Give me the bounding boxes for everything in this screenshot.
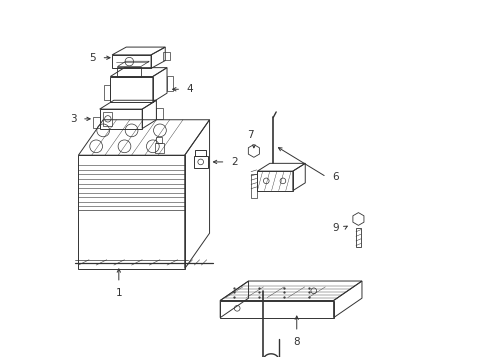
Bar	[99, 109, 142, 129]
Bar	[93, 117, 99, 127]
Bar	[257, 171, 293, 191]
Bar	[251, 174, 257, 198]
Text: 7: 7	[247, 130, 254, 140]
Bar	[104, 85, 110, 100]
Bar	[155, 144, 164, 153]
Bar	[118, 67, 141, 77]
Bar	[167, 76, 173, 91]
Text: 6: 6	[332, 172, 339, 182]
Text: 9: 9	[332, 223, 339, 233]
Text: 2: 2	[231, 157, 238, 167]
Bar	[156, 137, 162, 144]
Bar	[112, 55, 151, 68]
Text: 3: 3	[70, 114, 76, 124]
Text: 5: 5	[90, 53, 96, 63]
Bar	[156, 108, 163, 119]
Bar	[194, 156, 208, 168]
Bar	[78, 155, 185, 269]
Bar	[110, 77, 153, 102]
Bar	[356, 228, 361, 247]
Bar	[103, 112, 112, 126]
Text: 4: 4	[187, 84, 193, 94]
Bar	[164, 52, 170, 60]
Bar	[196, 150, 206, 156]
Text: 1: 1	[116, 288, 122, 298]
Text: 8: 8	[294, 337, 300, 347]
